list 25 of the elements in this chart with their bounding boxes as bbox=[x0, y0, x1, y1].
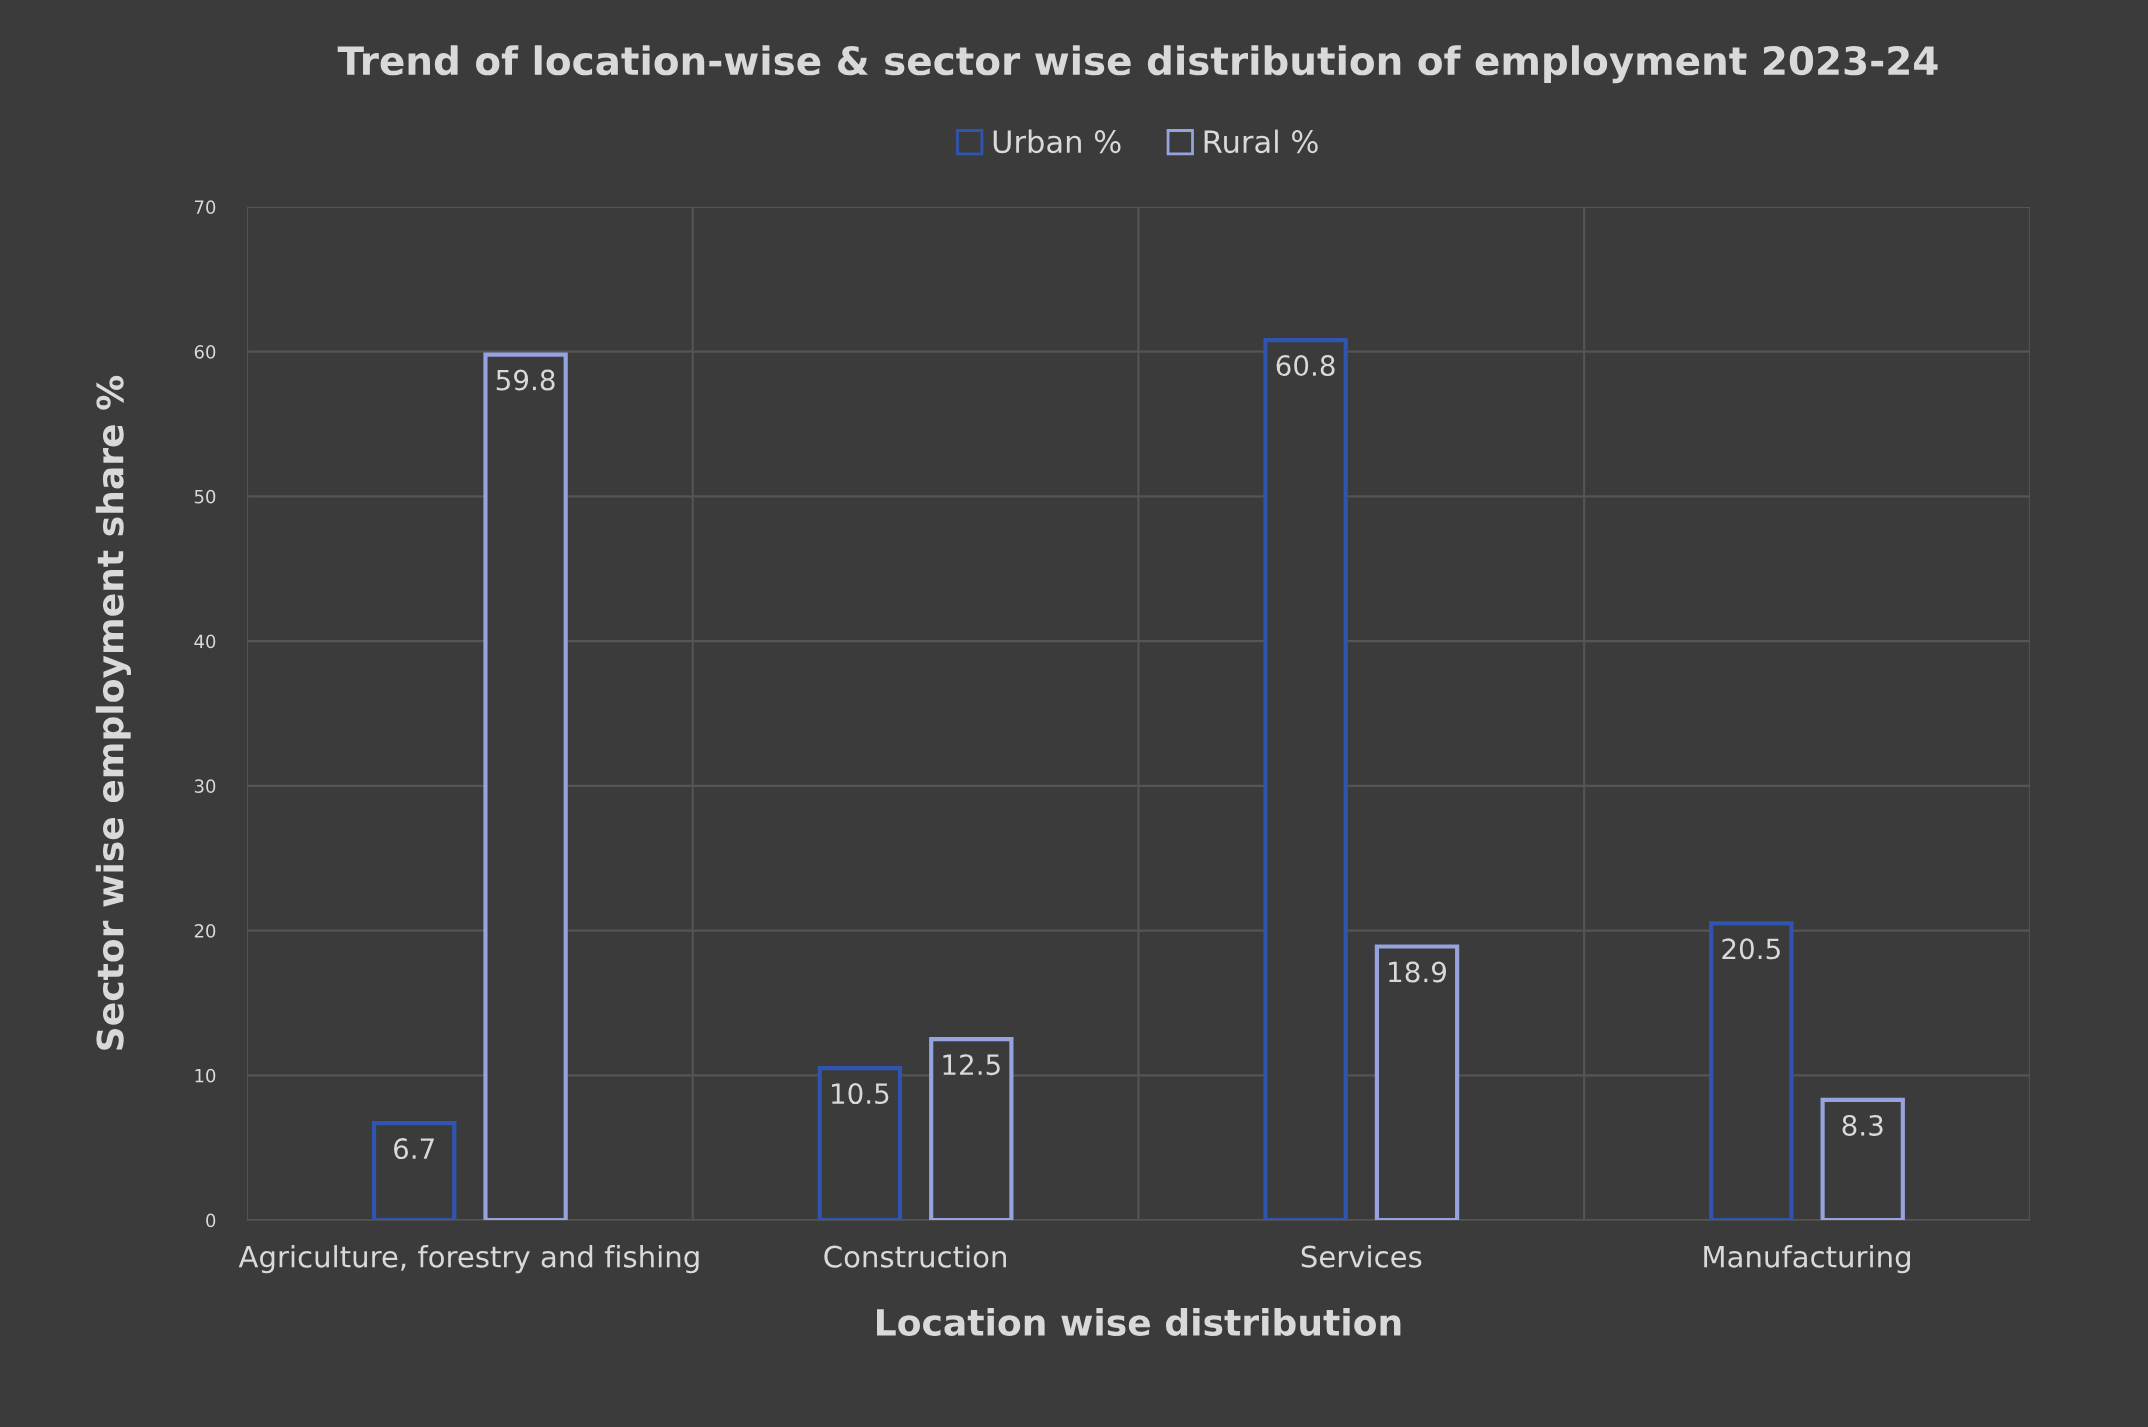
x-tick-label: Construction bbox=[824, 1245, 1006, 1268]
y-tick-label: 10 bbox=[195, 1068, 216, 1083]
data-label: 6.7 bbox=[394, 1138, 434, 1160]
y-tick-label: 30 bbox=[194, 779, 216, 793]
data-label: 12.5 bbox=[943, 1054, 1000, 1076]
x-tick-label: Manufacturing bbox=[1704, 1245, 1910, 1274]
y-tick-label: 60 bbox=[194, 345, 216, 359]
chart-title: Trend of location-wise & sector wise distribution of employment 2023-24 bbox=[337, 45, 1938, 84]
legend-label: Urban % bbox=[993, 129, 1121, 154]
x-axis-title: Location wise distribution bbox=[877, 1308, 1401, 1336]
x-tick-label: Agriculture, forestry and fishing bbox=[238, 1245, 699, 1274]
legend-label: Rural % bbox=[1204, 129, 1318, 154]
data-label: 20.5 bbox=[1722, 938, 1780, 960]
y-tick-label: 50 bbox=[194, 489, 216, 504]
data-label: 59.8 bbox=[496, 369, 555, 391]
y-tick-label: 0 bbox=[206, 1213, 216, 1228]
data-label: 60.8 bbox=[1276, 355, 1335, 377]
data-label: 10.5 bbox=[832, 1083, 889, 1105]
y-tick-label: 70 bbox=[194, 200, 216, 215]
x-tick-label: Services bbox=[1301, 1245, 1422, 1268]
data-label: 18.9 bbox=[1389, 961, 1446, 983]
y-tick-label: 20 bbox=[194, 924, 216, 938]
y-tick-label: 40 bbox=[194, 634, 216, 649]
y-axis-title: Sector wise employment share % bbox=[95, 375, 131, 1050]
data-label: 8.3 bbox=[1842, 1114, 1883, 1136]
